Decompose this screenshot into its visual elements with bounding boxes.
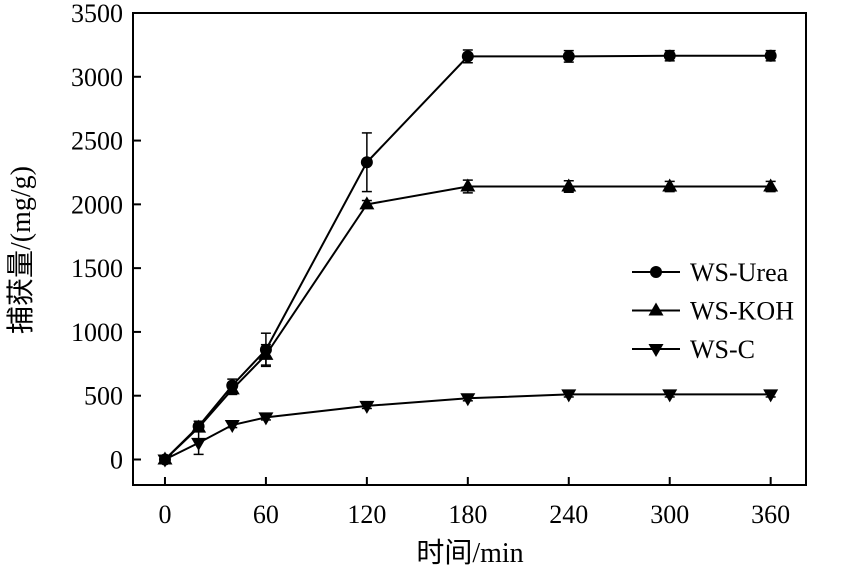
x-tick-label: 360 [751,500,790,529]
series-line [164,185,771,461]
data-point [359,400,375,414]
data-point [359,196,375,210]
series-ws-koh: WS-KOH [157,178,794,465]
data-point [258,346,274,360]
data-point [360,156,373,169]
axes-frame [132,12,807,486]
data-point [460,178,476,192]
data-point [561,389,577,403]
data-point [561,178,577,192]
data-point [663,49,676,62]
x-tick-label: 0 [158,500,171,529]
data-point [662,178,678,192]
series-ws-c: WS-C [157,335,779,468]
data-point [191,419,207,433]
y-tick-label: 500 [84,382,123,411]
legend-label: WS-Urea [690,258,789,287]
y-tick-label: 3500 [71,0,123,28]
data-point [460,393,476,407]
x-tick-label: 60 [253,500,279,529]
legend-label: WS-C [690,335,755,364]
y-tick-label: 2500 [71,127,123,156]
data-point [224,381,240,395]
legend-marker [648,344,664,357]
x-tick-label: 300 [650,500,689,529]
y-tick-label: 3000 [71,63,123,92]
y-axis-label: 捕获量/(mg/g) [5,166,37,334]
x-tick-label: 180 [448,500,487,529]
y-tick-label: 1000 [71,318,123,347]
data-point [191,437,207,451]
x-tick-label: 120 [347,500,386,529]
plot-area: 0 60 120 180 240 300 360 0 500 1000 1500 2000 2500 30… [71,0,807,529]
data-point [763,389,779,403]
series-ws-urea: WS-Urea [158,49,789,466]
data-point [764,49,777,62]
data-point [258,412,274,426]
data-point [157,454,173,468]
x-axis-label: 时间/min [416,537,523,568]
legend-label: WS-KOH [690,297,794,326]
data-point [662,389,678,403]
y-tick-label: 1500 [71,254,123,283]
data-point [562,50,575,63]
y-tick-label: 2000 [71,190,123,219]
data-point [224,420,240,434]
data-point [763,178,779,192]
data-point [461,50,474,63]
legend-marker [648,302,664,316]
x-tick-label: 240 [549,500,588,529]
y-tick-label: 0 [110,445,123,474]
legend-marker [650,266,662,278]
